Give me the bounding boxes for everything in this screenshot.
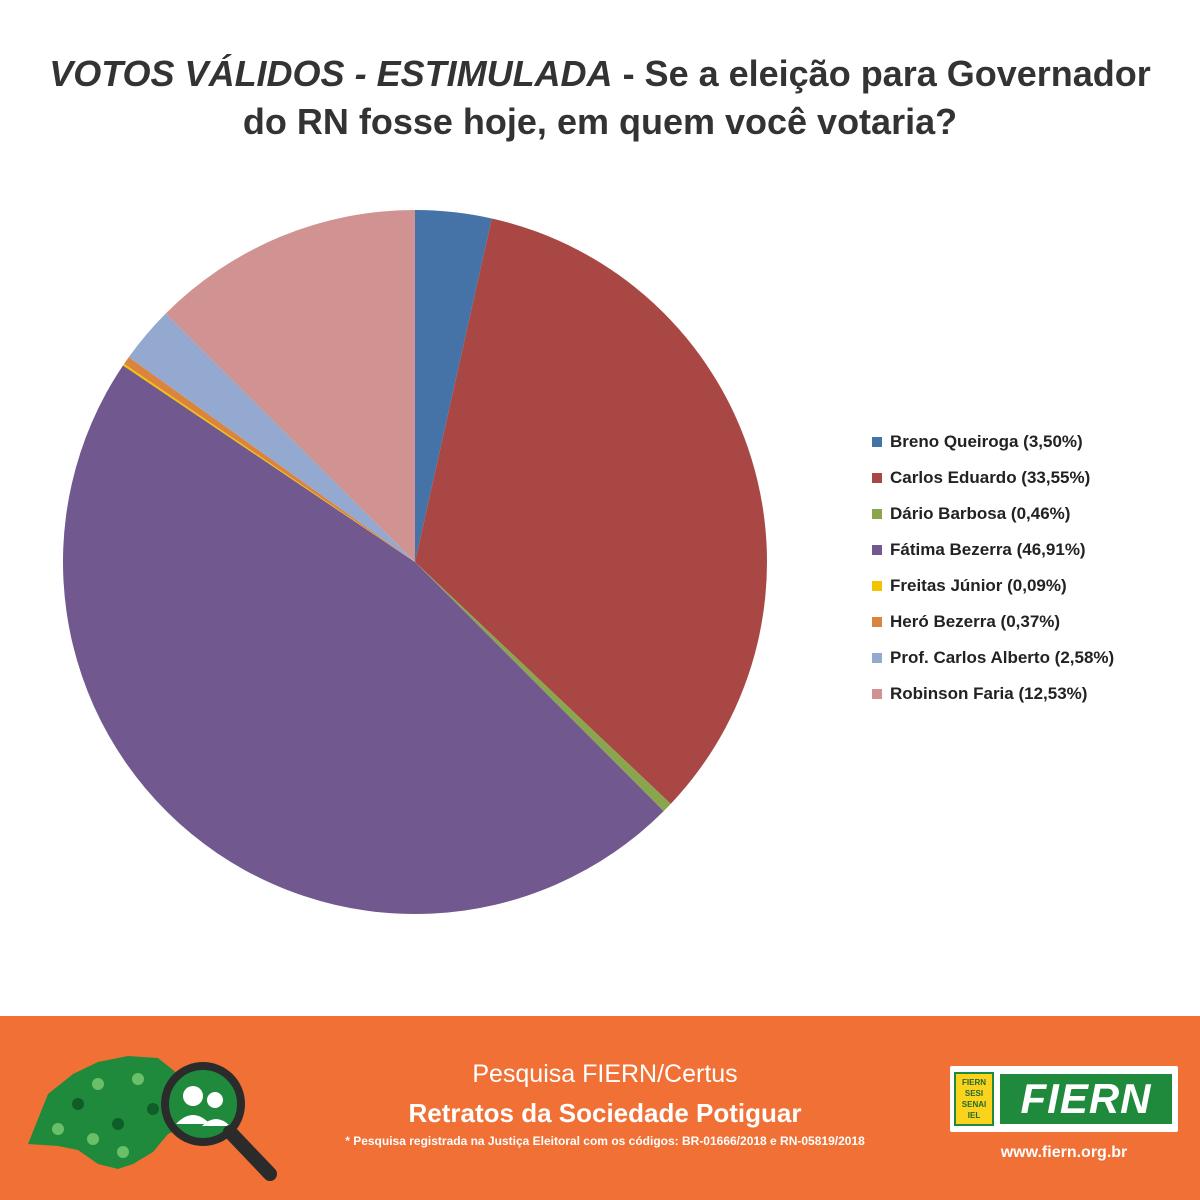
pie-slice-1 [415,218,768,804]
legend-swatch [872,617,882,627]
pie-slice-2 [415,562,671,812]
legend-label: Prof. Carlos Alberto (2,58%) [890,648,1115,667]
pie-slice-6 [128,313,415,562]
legend-item-5: Heró Bezerra (0,37%) [872,604,1114,640]
footer-note: * Pesquisa registrada na Justiça Eleitor… [345,1134,865,1148]
rn-map-magnifier-icon [28,1056,277,1181]
logo-box-line: SESI [964,1089,984,1098]
logo-box-line: IEL [967,1111,981,1120]
legend-item-1: Carlos Eduardo (33,55%) [872,460,1114,496]
logo-box-line: FIERN [962,1078,986,1087]
pie-slice-7 [165,210,415,562]
legend-swatch [872,689,882,699]
pie-chart [62,210,768,915]
legend-item-6: Prof. Carlos Alberto (2,58%) [872,640,1114,676]
fiern-logo: FIERN SESI SENAI IEL FIERN [950,1066,1178,1132]
chart-title: VOTOS VÁLIDOS - ESTIMULADA - Se a eleiçã… [40,50,1160,146]
chart-legend: Breno Queiroga (3,50%) Carlos Eduardo (33… [872,424,1114,712]
legend-label: Breno Queiroga (3,50%) [890,432,1083,451]
title-emphasis: VOTOS VÁLIDOS - ESTIMULADA [49,53,613,94]
footer-url[interactable]: www.fiern.org.br [1000,1144,1128,1161]
legend-label: Robinson Faria (12,53%) [890,684,1088,703]
legend-item-2: Dário Barbosa (0,46%) [872,496,1114,532]
legend-item-0: Breno Queiroga (3,50%) [872,424,1114,460]
fiern-logo-box: FIERN SESI SENAI IEL [954,1072,994,1126]
logo-box-line: SENAI [961,1100,987,1109]
pie-slice-3 [62,365,664,915]
legend-label: Dário Barbosa (0,46%) [890,504,1071,523]
title-rest-line1: - Se a eleição para Governador [612,53,1151,94]
legend-swatch [872,545,882,555]
legend-swatch [872,473,882,483]
pie-slice-5 [124,357,415,562]
legend-item-3: Fátima Bezerra (46,91%) [872,532,1114,568]
legend-item-7: Robinson Faria (12,53%) [872,676,1114,712]
legend-swatch [872,509,882,519]
legend-label: Fátima Bezerra (46,91%) [890,540,1086,559]
legend-swatch [872,653,882,663]
legend-swatch [872,581,882,591]
legend-label: Freitas Júnior (0,09%) [890,576,1067,595]
title-line2: do RN fosse hoje, em quem você votaria? [242,101,958,142]
footer-banner: Pesquisa FIERN/Certus Retratos da Socied… [0,1016,1200,1200]
pie-slice-4 [122,363,415,562]
legend-label: Carlos Eduardo (33,55%) [890,468,1091,487]
footer-main-title: Retratos da Sociedade Potiguar [408,1098,802,1128]
legend-item-4: Freitas Júnior (0,09%) [872,568,1114,604]
pie-slice-0 [415,210,492,562]
footer-subtitle: Pesquisa FIERN/Certus [472,1060,738,1088]
legend-label: Heró Bezerra (0,37%) [890,612,1061,631]
fiern-logo-text: FIERN [1000,1074,1172,1124]
legend-swatch [872,437,882,447]
